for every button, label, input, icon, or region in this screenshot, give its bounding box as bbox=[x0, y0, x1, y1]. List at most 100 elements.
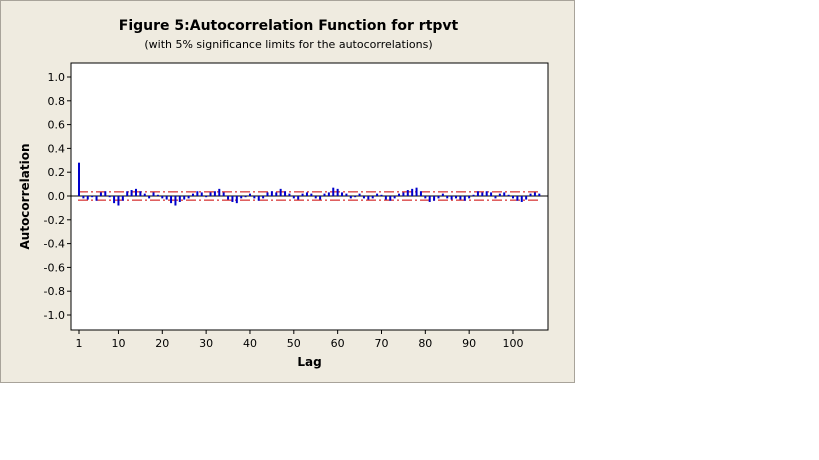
acf-bar bbox=[200, 192, 203, 196]
chart-title: Figure 5:Autocorrelation Function for rt… bbox=[118, 18, 459, 34]
acf-bar bbox=[156, 194, 159, 196]
acf-bar bbox=[463, 196, 466, 201]
acf-bar bbox=[406, 190, 409, 196]
acf-bar bbox=[490, 192, 493, 196]
acf-bar bbox=[476, 191, 479, 196]
acf-bar bbox=[152, 192, 155, 196]
acf-bar bbox=[218, 188, 221, 196]
acf-bar bbox=[481, 192, 484, 196]
y-tick-label: -0.8 bbox=[44, 285, 65, 298]
y-tick-label: 1.0 bbox=[48, 71, 66, 84]
acf-bar bbox=[82, 196, 85, 199]
acf-bar bbox=[310, 193, 313, 196]
acf-bar bbox=[459, 196, 462, 200]
acf-bar bbox=[174, 196, 177, 206]
acf-bar bbox=[240, 196, 243, 199]
acf-bar bbox=[297, 196, 300, 200]
acf-bar bbox=[437, 196, 440, 199]
x-tick-label: 70 bbox=[374, 337, 388, 350]
acf-bar bbox=[117, 196, 120, 206]
acf-bar bbox=[205, 196, 208, 198]
acf-bar bbox=[349, 196, 352, 199]
acf-bar bbox=[319, 196, 322, 200]
acf-bar bbox=[86, 196, 89, 200]
acf-bar bbox=[389, 196, 392, 201]
acf-bar bbox=[99, 192, 102, 196]
x-tick-label: 20 bbox=[155, 337, 169, 350]
x-tick-label: 10 bbox=[111, 337, 125, 350]
acf-bar bbox=[143, 193, 146, 196]
acf-bar bbox=[503, 192, 506, 196]
acf-bar bbox=[113, 196, 116, 204]
acf-bar bbox=[183, 196, 186, 200]
acf-bar bbox=[529, 193, 532, 196]
acf-bar bbox=[209, 192, 212, 196]
y-tick-label: -1.0 bbox=[44, 309, 65, 322]
acf-bar bbox=[91, 196, 94, 198]
acf-bar bbox=[108, 196, 111, 198]
acf-bar bbox=[341, 192, 344, 196]
acf-bar bbox=[433, 196, 436, 201]
acf-bar bbox=[266, 192, 269, 196]
acf-bar bbox=[358, 193, 361, 196]
acf-bar bbox=[354, 196, 357, 198]
acf-bar bbox=[288, 193, 291, 196]
acf-bar bbox=[270, 191, 273, 196]
y-tick-label: 0.6 bbox=[48, 119, 66, 132]
acf-bar bbox=[380, 194, 383, 196]
acf-bar bbox=[520, 196, 523, 202]
acf-bar bbox=[450, 196, 453, 200]
acf-bar bbox=[227, 196, 230, 200]
acf-bar bbox=[384, 196, 387, 200]
acf-bar bbox=[398, 193, 401, 196]
acf-bar bbox=[336, 188, 339, 196]
acf-bar bbox=[275, 192, 278, 196]
acf-bar bbox=[191, 193, 194, 196]
acf-bar bbox=[244, 196, 247, 198]
acf-bar bbox=[441, 193, 444, 196]
x-tick-label: 40 bbox=[243, 337, 257, 350]
acf-bar bbox=[415, 187, 418, 196]
acf-bar bbox=[323, 193, 326, 196]
acf-bar bbox=[301, 193, 304, 196]
acf-bar bbox=[376, 193, 379, 196]
acf-bar bbox=[187, 196, 190, 199]
acf-bar bbox=[455, 196, 458, 199]
acf-bar bbox=[327, 192, 330, 196]
acf-bar bbox=[222, 192, 225, 196]
acf-bar bbox=[516, 196, 519, 201]
acf-bar bbox=[362, 196, 365, 199]
acf-bar bbox=[292, 196, 295, 199]
acf-bar bbox=[411, 188, 414, 196]
y-tick-label: 0.8 bbox=[48, 95, 66, 108]
y-tick-label: 0.4 bbox=[48, 142, 66, 155]
y-tick-label: -0.2 bbox=[44, 214, 65, 227]
acf-bar bbox=[248, 193, 251, 196]
acf-bar bbox=[139, 191, 142, 196]
acf-bar bbox=[78, 162, 80, 196]
acf-bar bbox=[161, 196, 164, 199]
x-tick-label: 80 bbox=[418, 337, 432, 350]
acf-bar bbox=[148, 196, 151, 199]
acf-bar bbox=[371, 196, 374, 199]
acf-bar bbox=[498, 193, 501, 196]
y-tick-label: 0.0 bbox=[48, 190, 66, 203]
y-tick-label: 0.2 bbox=[48, 166, 66, 179]
acf-bar bbox=[170, 196, 173, 204]
acf-bar bbox=[213, 191, 216, 196]
acf-bar bbox=[196, 191, 199, 196]
acf-bar bbox=[104, 191, 107, 196]
acf-bar bbox=[314, 196, 317, 199]
x-tick-label: 90 bbox=[462, 337, 476, 350]
acf-bar bbox=[126, 191, 129, 196]
y-tick-label: -0.4 bbox=[44, 238, 65, 251]
acf-bar bbox=[130, 190, 133, 196]
acf-bar bbox=[367, 196, 370, 200]
acf-bar bbox=[402, 192, 405, 196]
y-axis-label: Autocorrelation bbox=[18, 144, 32, 250]
acf-bar bbox=[446, 196, 449, 199]
x-axis-label: Lag bbox=[297, 355, 321, 369]
acf-bar bbox=[424, 196, 427, 199]
acf-bar bbox=[512, 196, 514, 199]
